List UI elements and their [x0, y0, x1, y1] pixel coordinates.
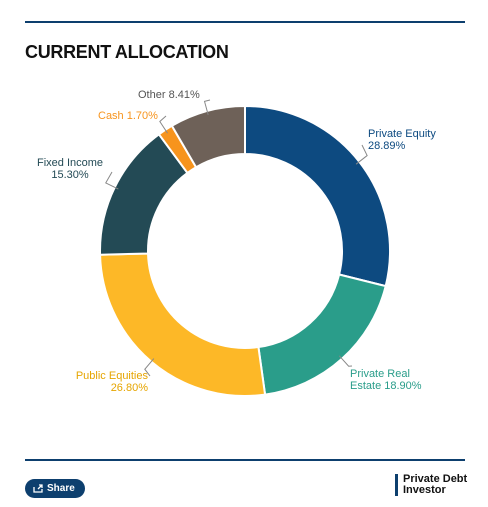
label-part: Private Equity: [368, 128, 436, 140]
logo-line: Private Debt: [403, 473, 468, 485]
share-button[interactable]: Share: [25, 479, 85, 498]
leader-line: [159, 115, 168, 134]
leader-line: [105, 171, 119, 190]
leader-line: [355, 144, 368, 165]
slice-label: Public Equities 26.80%: [60, 370, 148, 394]
label-part: Private Real Estate: [350, 368, 410, 392]
label-part: 28.89%: [368, 140, 406, 152]
share-label: Share: [47, 483, 75, 494]
logo-line: Investor: [403, 484, 446, 496]
leader-line: [203, 99, 211, 116]
chart-title: CURRENT ALLOCATION: [25, 42, 229, 62]
slice: [170, 104, 246, 169]
label-part: 8.41%: [168, 89, 200, 101]
label-part: Cash: [98, 110, 124, 122]
label-part: 18.90%: [384, 380, 422, 392]
leader-line: [338, 355, 353, 367]
label-part: Fixed Income: [36, 157, 104, 169]
slice-label: Private Equity 28.89%: [368, 128, 448, 152]
label-part: Public Equities: [75, 370, 148, 382]
label-part: 26.80%: [110, 382, 148, 394]
slice: [244, 104, 391, 288]
slice: [99, 252, 267, 397]
slice-label: Other 8.41%: [138, 89, 228, 101]
label-part: 1.70%: [126, 110, 158, 122]
label-part: 15.30%: [51, 169, 89, 181]
share-icon: [33, 484, 43, 493]
slice-label: Cash 1.70%: [98, 110, 178, 122]
label-part: Other: [138, 89, 166, 101]
slice-label: Fixed Income 15.30%: [30, 157, 110, 181]
logo: Private Debt Investor: [395, 474, 467, 496]
slice-label: Private Real Estate 18.90%: [350, 368, 426, 392]
leader-line: [144, 358, 155, 377]
